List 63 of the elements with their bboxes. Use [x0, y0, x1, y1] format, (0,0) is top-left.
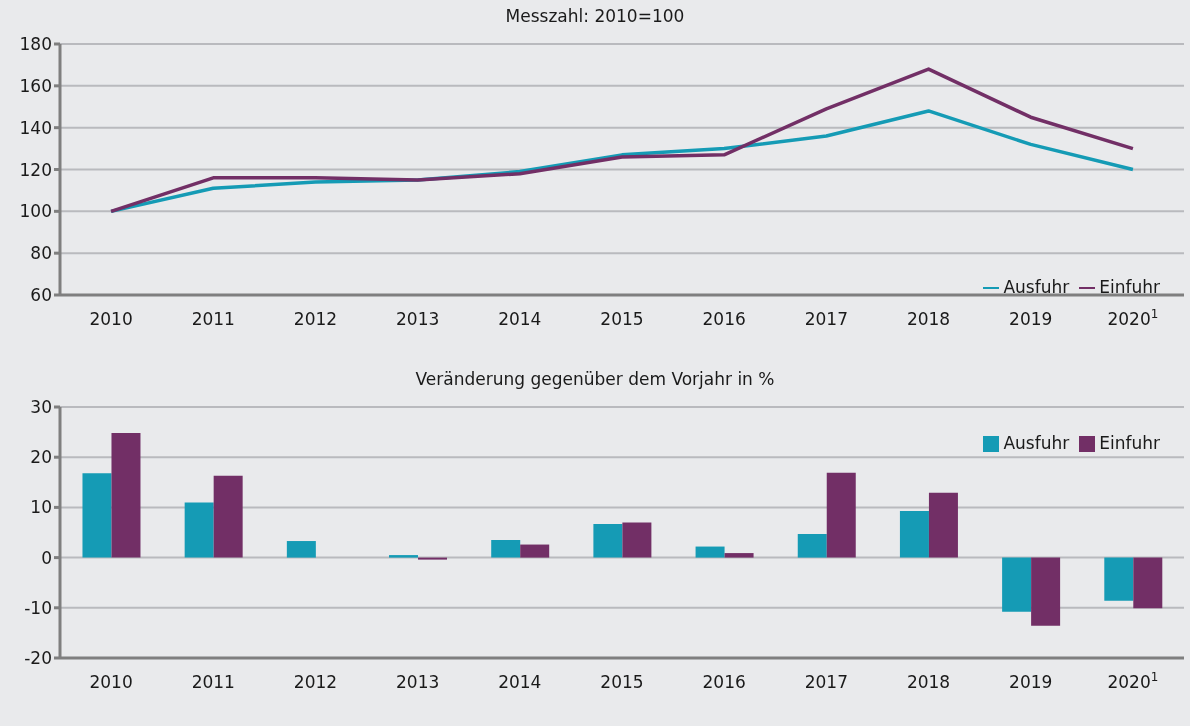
y-tick-label: -10	[24, 597, 52, 618]
legend-label: Einfuhr	[1099, 433, 1160, 453]
bar	[184, 502, 214, 558]
bar	[797, 534, 827, 558]
bar	[899, 510, 929, 558]
bar	[593, 523, 623, 558]
bar	[1031, 557, 1061, 626]
x-tick-label: 2017	[804, 309, 848, 329]
x-tick-label: 2015	[600, 309, 644, 329]
bar	[389, 555, 419, 558]
x-tick-label: 2012	[293, 309, 338, 329]
bar	[622, 522, 652, 558]
x-tick-label: 2020$^{1}$	[1107, 307, 1159, 329]
x-tick-label: 2015	[600, 672, 644, 692]
y-tick-label: 120	[19, 159, 52, 180]
x-tick-label: 2012	[293, 672, 338, 692]
bar	[418, 557, 448, 560]
chart-title: Veränderung gegenüber dem Vorjahr in %	[414, 369, 776, 389]
legend-label: Einfuhr	[1099, 277, 1160, 297]
bar	[286, 541, 316, 558]
bar	[1104, 557, 1134, 601]
x-tick-label: 2013	[396, 309, 440, 329]
bar	[695, 546, 725, 558]
x-tick-label: 2013	[396, 672, 440, 692]
x-tick-label: 2010	[89, 672, 133, 692]
x-tick-label: 2011	[191, 672, 235, 692]
x-tick-label: 2020$^{1}$	[1107, 670, 1159, 692]
y-tick-label: 160	[19, 75, 52, 96]
x-tick-label: 2010	[89, 309, 133, 329]
x-tick-label: 2014	[498, 309, 542, 329]
y-tick-label: 180	[19, 34, 52, 55]
x-tick-label: 2014	[498, 672, 542, 692]
x-tick-label: 2019	[1009, 672, 1053, 692]
y-tick-label: 0	[41, 547, 52, 568]
legend-label: Ausfuhr	[1003, 277, 1070, 297]
bar	[491, 540, 521, 558]
bar	[1133, 557, 1163, 609]
bar	[82, 473, 112, 558]
x-tick-label: 2019	[1009, 309, 1053, 329]
x-tick-label: 2018	[906, 672, 951, 692]
x-tick-label: 2018	[906, 309, 951, 329]
bar	[826, 472, 856, 558]
bar	[928, 492, 958, 558]
line-series	[109, 67, 1135, 214]
y-tick-label: 80	[30, 243, 52, 264]
y-tick-label: 10	[30, 497, 52, 518]
y-tick-label: 140	[19, 117, 52, 138]
x-tick-label: 2016	[702, 309, 746, 329]
x-tick-label: 2017	[804, 672, 848, 692]
y-tick-label: -20	[24, 648, 52, 669]
legend-label: Ausfuhr	[1003, 433, 1070, 453]
bar	[213, 475, 243, 558]
x-tick-label: 2016	[702, 672, 746, 692]
y-tick-label: 20	[30, 447, 52, 468]
y-tick-label: 30	[30, 397, 52, 418]
bar	[111, 433, 141, 558]
bar	[520, 544, 550, 558]
x-tick-label: 2011	[191, 309, 235, 329]
bar	[1002, 557, 1032, 612]
bar	[724, 553, 754, 558]
chart-title: Messzahl: 2010=100	[504, 6, 686, 26]
y-tick-label: 60	[30, 285, 52, 306]
y-tick-label: 100	[19, 201, 52, 222]
